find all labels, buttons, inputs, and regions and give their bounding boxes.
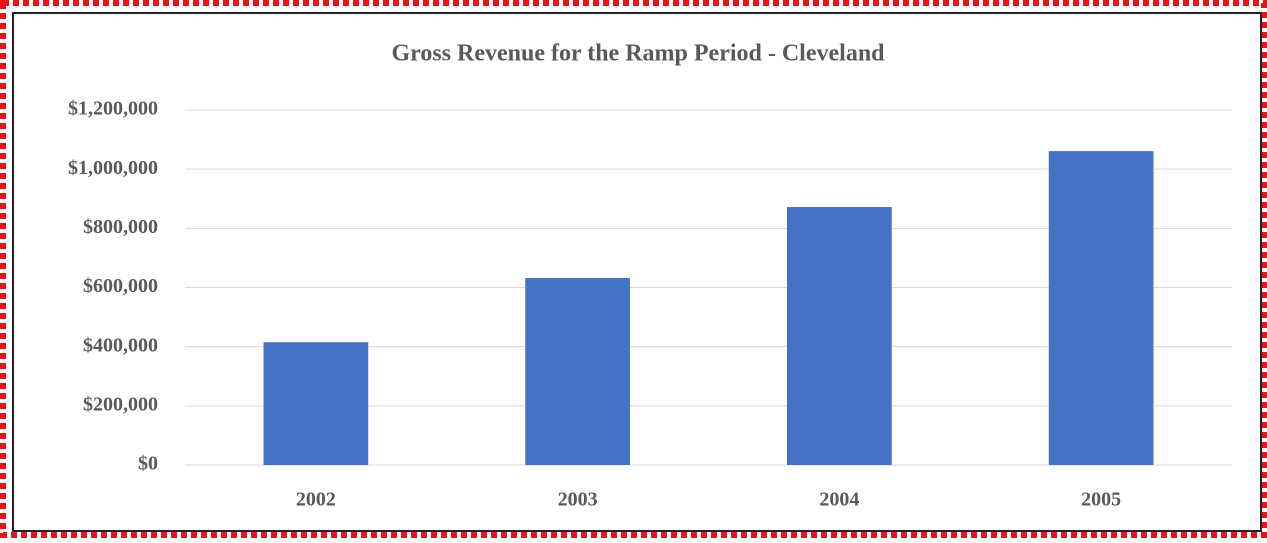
- x-tick-label: 2002: [296, 489, 336, 511]
- bar: [525, 278, 630, 465]
- y-tick-label: $0: [138, 453, 158, 475]
- y-tick-label: $1,000,000: [68, 157, 158, 179]
- bar: [787, 207, 892, 466]
- chart-title: Gross Revenue for the Ramp Period - Clev…: [391, 41, 885, 67]
- y-tick-label: $200,000: [83, 393, 158, 415]
- x-tick-label: 2003: [558, 489, 598, 511]
- x-tick-label: 2004: [819, 489, 859, 511]
- bar: [1048, 151, 1154, 465]
- y-tick-label: $1,200,000: [68, 98, 158, 120]
- bar: [263, 342, 369, 465]
- x-tick-label: 2005: [1081, 489, 1121, 511]
- y-tick-label: $400,000: [83, 334, 158, 356]
- y-tick-label: $800,000: [83, 216, 158, 238]
- y-tick-label: $600,000: [83, 275, 158, 297]
